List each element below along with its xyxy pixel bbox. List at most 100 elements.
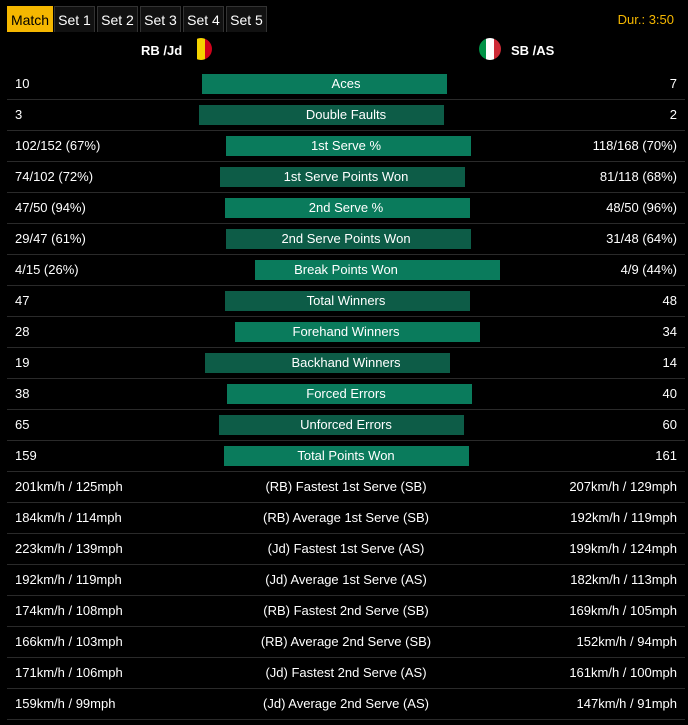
right-value: 7	[669, 76, 677, 91]
right-value: 207km/h / 129mph	[569, 479, 677, 494]
stat-row: 4/15 (26%) Break Points Won 4/9 (44%)	[7, 255, 685, 286]
stat-label: Aces	[331, 76, 361, 91]
stat-label: 1st Serve Points Won	[283, 169, 409, 184]
left-value: 47/50 (94%)	[15, 200, 86, 215]
left-value: 4/15 (26%)	[15, 262, 79, 277]
team-header: RB /Jd SB /AS	[0, 34, 688, 68]
stat-row: 102/152 (67%) 1st Serve % 118/168 (70%)	[7, 131, 685, 162]
speed-label: (Jd) Average 1st Serve (AS)	[265, 572, 427, 587]
stat-row: 47/50 (94%) 2nd Serve % 48/50 (96%)	[7, 193, 685, 224]
tab-set-2[interactable]: Set 2	[97, 6, 138, 32]
serve-speed-row: 174km/h / 108mph (RB) Fastest 2nd Serve (…	[7, 596, 685, 627]
left-value: 65	[15, 417, 30, 432]
right-value: 161km/h / 100mph	[569, 665, 677, 680]
stat-row: 3 Double Faults 2	[7, 100, 685, 131]
left-value: 171km/h / 106mph	[15, 665, 123, 680]
right-value: 60	[662, 417, 677, 432]
stat-bar	[201, 74, 447, 94]
left-value: 223km/h / 139mph	[15, 541, 123, 556]
stat-bar	[226, 136, 472, 156]
right-value: 169km/h / 105mph	[569, 603, 677, 618]
stat-bar	[255, 260, 500, 280]
stat-row: 47 Total Winners 48	[7, 286, 685, 317]
serve-speed-row: 192km/h / 119mph (Jd) Average 1st Serve (…	[7, 565, 685, 596]
stats-table: 10 Aces 7 3 Double Faults 2 102/152 (67%) 1st S…	[7, 69, 685, 720]
stat-bar	[226, 384, 472, 404]
stat-row: 10 Aces 7	[7, 69, 685, 100]
right-team-name: SB /AS	[511, 43, 555, 58]
left-value: 28	[15, 324, 30, 339]
serve-speed-row: 159km/h / 99mph (Jd) Average 2nd Serve (A…	[7, 689, 685, 720]
left-value: 159	[15, 448, 37, 463]
speed-label: (RB) Average 1st Serve (SB)	[263, 510, 429, 525]
belgium-flag-icon	[190, 38, 212, 60]
speed-label: (RB) Fastest 2nd Serve (SB)	[263, 603, 429, 618]
right-value: 4/9 (44%)	[620, 262, 677, 277]
stat-bar	[226, 229, 472, 249]
serve-speed-row: 184km/h / 114mph (RB) Average 1st Serve (…	[7, 503, 685, 534]
stat-label: 2nd Serve Points Won	[281, 231, 411, 246]
stat-bar	[204, 353, 450, 373]
stat-row: 29/47 (61%) 2nd Serve Points Won 31/48 (64…	[7, 224, 685, 255]
stat-bar	[218, 415, 464, 435]
stat-bar	[199, 105, 444, 125]
stat-label: Double Faults	[305, 107, 387, 122]
stat-row: 38 Forced Errors 40	[7, 379, 685, 410]
stat-row: 74/102 (72%) 1st Serve Points Won 81/118 (…	[7, 162, 685, 193]
right-value: 2	[669, 107, 677, 122]
left-value: 102/152 (67%)	[15, 138, 101, 153]
tab-match[interactable]: Match	[7, 6, 53, 32]
right-value: 147km/h / 91mph	[576, 696, 677, 711]
stat-label: 1st Serve %	[310, 138, 382, 153]
tab-set-5[interactable]: Set 5	[226, 6, 267, 32]
left-value: 201km/h / 125mph	[15, 479, 123, 494]
speed-label: (RB) Fastest 1st Serve (SB)	[265, 479, 427, 494]
right-value: 81/118 (68%)	[599, 169, 677, 184]
stat-label: Total Points Won	[297, 448, 395, 463]
left-value: 166km/h / 103mph	[15, 634, 123, 649]
italy-flag-icon	[479, 38, 501, 60]
left-value: 174km/h / 108mph	[15, 603, 123, 618]
right-value: 199km/h / 124mph	[569, 541, 677, 556]
stat-row: 159 Total Points Won 161	[7, 441, 685, 472]
right-value: 192km/h / 119mph	[570, 510, 677, 525]
speed-label: (Jd) Average 2nd Serve (AS)	[263, 696, 429, 711]
stat-bar	[224, 198, 470, 218]
right-value: 161	[655, 448, 677, 463]
left-value: 19	[15, 355, 30, 370]
right-value: 14	[662, 355, 677, 370]
stat-label: Total Winners	[306, 293, 386, 308]
serve-speed-row: 201km/h / 125mph (RB) Fastest 1st Serve (…	[7, 472, 685, 503]
speed-label: (Jd) Fastest 2nd Serve (AS)	[265, 665, 427, 680]
stat-row: 19 Backhand Winners 14	[7, 348, 685, 379]
left-value: 159km/h / 99mph	[15, 696, 116, 711]
tab-set-1[interactable]: Set 1	[54, 6, 95, 32]
stat-label: 2nd Serve %	[308, 200, 384, 215]
right-value: 40	[662, 386, 677, 401]
tab-set-4[interactable]: Set 4	[183, 6, 224, 32]
stat-bar	[224, 291, 470, 311]
left-value: 74/102 (72%)	[15, 169, 94, 184]
stat-label: Forehand Winners	[292, 324, 400, 339]
speed-label: (Jd) Fastest 1st Serve (AS)	[267, 541, 425, 556]
left-value: 38	[15, 386, 30, 401]
speed-label: (RB) Average 2nd Serve (SB)	[260, 634, 432, 649]
right-value: 34	[662, 324, 677, 339]
set-tabs: Match Set 1 Set 2 Set 3 Set 4 Set 5 Dur.…	[0, 0, 688, 34]
right-value: 48/50 (96%)	[606, 200, 677, 215]
left-value: 29/47 (61%)	[15, 231, 86, 246]
stat-bar	[220, 167, 465, 187]
right-value: 118/168 (70%)	[592, 138, 677, 153]
left-value: 192km/h / 119mph	[15, 572, 122, 587]
tab-set-3[interactable]: Set 3	[140, 6, 181, 32]
stat-label: Forced Errors	[306, 386, 386, 401]
stat-label: Backhand Winners	[291, 355, 401, 370]
match-duration: Dur.: 3:50	[617, 12, 674, 27]
right-value: 31/48 (64%)	[606, 231, 677, 246]
right-value: 48	[662, 293, 677, 308]
stat-row: 65 Unforced Errors 60	[7, 410, 685, 441]
right-value: 152km/h / 94mph	[576, 634, 677, 649]
stat-bar	[224, 446, 470, 466]
left-value: 10	[15, 76, 30, 91]
serve-speed-row: 223km/h / 139mph (Jd) Fastest 1st Serve (…	[7, 534, 685, 565]
